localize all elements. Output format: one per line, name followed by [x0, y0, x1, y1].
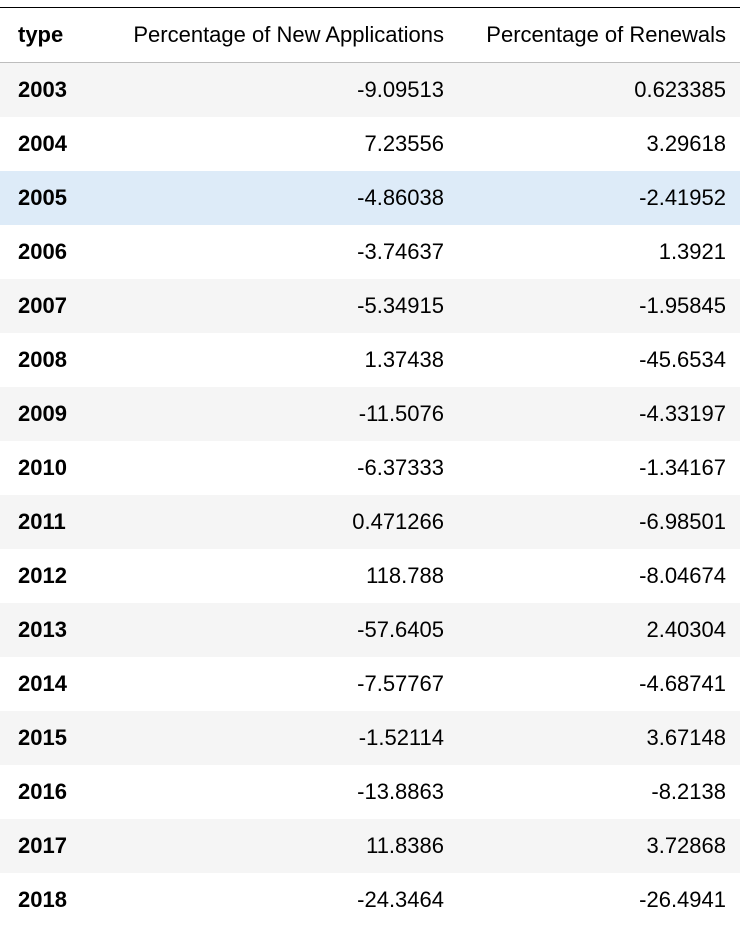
- cell-new-applications: -5.34915: [357, 292, 444, 318]
- cell-renewals: -6.98501: [639, 508, 726, 534]
- table-row[interactable]: 2010 -6.37333 -1.34167: [0, 440, 740, 495]
- cell-renewals: -8.2138: [651, 778, 726, 804]
- cell-new-applications: -24.3464: [357, 886, 444, 912]
- row-index-year: 2012: [18, 562, 67, 588]
- table-row[interactable]: 2007 -5.34915 -1.95845: [0, 278, 740, 333]
- cell-renewals: 3.29618: [646, 130, 726, 156]
- row-index-year: 2004: [18, 130, 67, 156]
- cell-new-applications: 11.8386: [366, 832, 444, 858]
- cell-new-applications: -57.6405: [357, 616, 444, 642]
- table-row[interactable]: 2015 -1.52114 3.67148: [0, 710, 740, 765]
- table-header: type Percentage of New Applications Perc…: [0, 7, 740, 63]
- table-row[interactable]: 2004 7.23556 3.29618: [0, 116, 740, 171]
- table-row[interactable]: 2018 -24.3464 -26.4941: [0, 872, 740, 927]
- table-row[interactable]: 2009 -11.5076 -4.33197: [0, 386, 740, 441]
- cell-renewals: 3.72868: [646, 832, 726, 858]
- cell-new-applications: -7.57767: [357, 670, 444, 696]
- row-index-year: 2010: [18, 454, 67, 480]
- cell-new-applications: 118.788: [366, 562, 444, 588]
- row-index-year: 2014: [18, 670, 67, 696]
- table-row[interactable]: 2016 -13.8863 -8.2138: [0, 764, 740, 819]
- row-index-year: 2017: [18, 832, 67, 858]
- row-index-year: 2013: [18, 616, 67, 642]
- row-index-year: 2009: [18, 400, 67, 426]
- column-header-type: type: [18, 22, 64, 47]
- cell-renewals: -4.68741: [639, 670, 726, 696]
- cell-renewals: -1.95845: [639, 292, 726, 318]
- cell-renewals: -4.33197: [639, 400, 726, 426]
- table-row[interactable]: 2013 -57.6405 2.40304: [0, 602, 740, 657]
- cell-renewals: 1.3921: [658, 238, 726, 264]
- cell-renewals: 0.623385: [634, 76, 726, 102]
- cell-new-applications: -1.52114: [358, 724, 444, 750]
- cell-renewals: 2.40304: [646, 616, 726, 642]
- cell-new-applications: 0.471266: [352, 508, 444, 534]
- cell-renewals: -2.41952: [639, 184, 726, 210]
- row-index-year: 2007: [18, 292, 67, 318]
- row-index-year: 2005: [18, 184, 67, 210]
- cell-new-applications: -6.37333: [357, 454, 444, 480]
- row-index-year: 2018: [18, 886, 67, 912]
- table-row[interactable]: 2017 11.8386 3.72868: [0, 818, 740, 873]
- dataframe-table: type Percentage of New Applications Perc…: [0, 7, 740, 927]
- row-index-year: 2016: [18, 778, 67, 804]
- table-row[interactable]: 2012 118.788 -8.04674: [0, 548, 740, 603]
- cell-new-applications: 1.37438: [364, 346, 444, 372]
- row-index-year: 2008: [18, 346, 67, 372]
- table-row[interactable]: 2003 -9.09513 0.623385: [0, 62, 740, 117]
- column-header-new-applications: Percentage of New Applications: [133, 22, 444, 47]
- table-body: 2003 -9.09513 0.623385 2004 7.23556 3.29618 20…: [0, 62, 740, 927]
- cell-renewals: -1.34167: [639, 454, 726, 480]
- header-row: type Percentage of New Applications Perc…: [0, 7, 740, 63]
- column-header-renewals: Percentage of Renewals: [486, 22, 726, 47]
- cell-new-applications: -4.86038: [357, 184, 444, 210]
- cell-new-applications: 7.23556: [364, 130, 444, 156]
- table-row[interactable]: 2005 -4.86038 -2.41952: [0, 170, 740, 225]
- table-row[interactable]: 2014 -7.57767 -4.68741: [0, 656, 740, 711]
- table-row[interactable]: 2011 0.471266 -6.98501: [0, 494, 740, 549]
- cell-renewals: -26.4941: [639, 886, 726, 912]
- cell-renewals: -8.04674: [639, 562, 726, 588]
- table-row[interactable]: 2006 -3.74637 1.3921: [0, 224, 740, 279]
- row-index-year: 2015: [18, 724, 67, 750]
- cell-renewals: -45.6534: [639, 346, 726, 372]
- cell-new-applications: -9.09513: [357, 76, 444, 102]
- dataframe-table-container: type Percentage of New Applications Perc…: [0, 7, 740, 935]
- row-index-year: 2003: [18, 76, 67, 102]
- cell-new-applications: -11.5076: [358, 400, 444, 426]
- table-row[interactable]: 2008 1.37438 -45.6534: [0, 332, 740, 387]
- row-index-year: 2006: [18, 238, 67, 264]
- cell-new-applications: -3.74637: [357, 238, 444, 264]
- row-index-year: 2011: [18, 508, 66, 534]
- cell-new-applications: -13.8863: [357, 778, 444, 804]
- cell-renewals: 3.67148: [646, 724, 726, 750]
